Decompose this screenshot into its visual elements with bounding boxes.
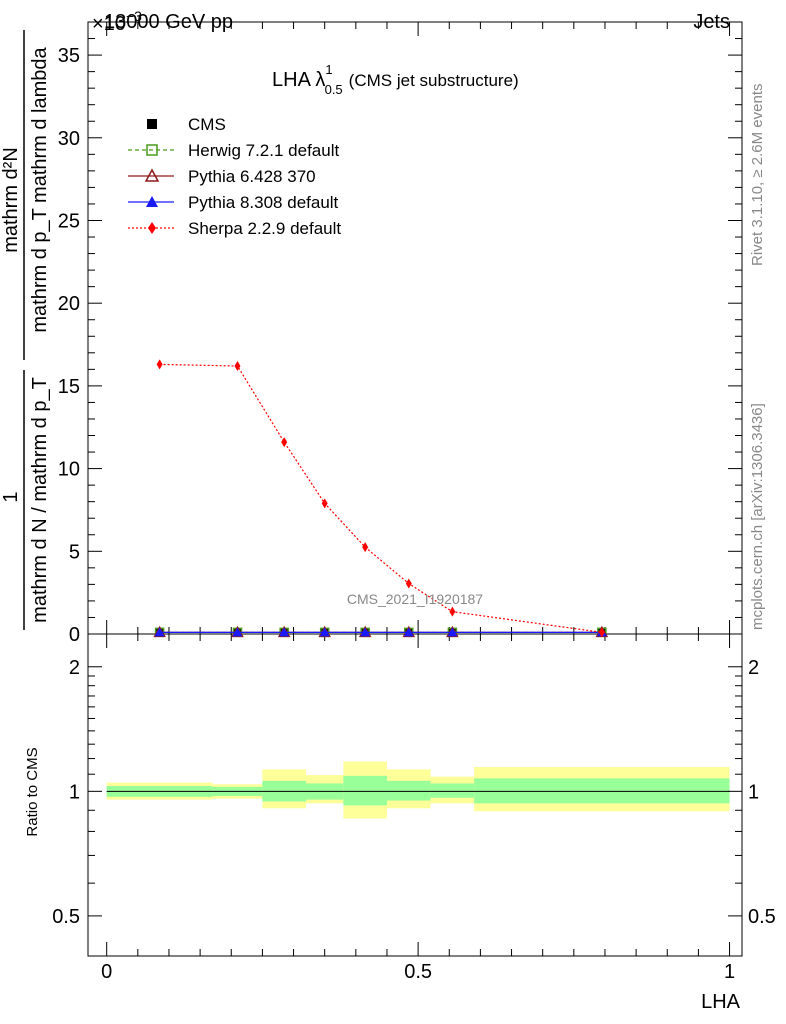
series-4 [156,359,605,638]
legend-item: Pythia 6.428 370 [128,167,316,186]
legend-label: Pythia 6.428 370 [188,167,316,186]
x-tick-label: 0 [101,961,112,983]
marker-triangle [154,627,165,637]
x-axis-ticks: 0 0.5 1 [101,22,735,983]
marker-diamond [321,498,328,509]
marker-triangle [447,627,458,637]
ratio-y-axis-label: Ratio to CMS [24,747,41,836]
ratio-inner-band [343,775,387,806]
plot-title: LHA λ1 0.5 (CMS jet substructure) [272,62,519,97]
marker-triangle [360,627,371,637]
legend-label: Sherpa 2.2.9 default [188,219,341,238]
ylabel-prefactor-num: 1 [0,491,22,502]
y-tick-label: 15 [58,376,80,398]
marker-diamond [148,222,156,234]
marker-diamond [281,437,288,448]
legend: CMS Herwig 7.2.1 default Pythia 6.428 370 P… [128,115,341,238]
ratio-inner-band [386,780,431,801]
x-axis-label: LHA [701,991,741,1013]
main-axis-ticks: 0 5 10 15 20 25 30 35 [58,21,742,646]
analysis-watermark: CMS_2021_I1920187 [347,591,483,607]
rivet-version-label: Rivet 3.1.10, ≥ 2.6M events [749,84,766,267]
header-right: Jets [693,11,730,33]
ratio-inner-band [430,783,475,798]
ratio-y-tick-label: 2 [69,657,80,679]
legend-item: Herwig 7.2.1 default [128,141,339,160]
y-tick-label: 10 [58,459,80,481]
main-y-axis-label: 1 mathrm d N / mathrm d p_T mathrm d²N m… [0,30,51,630]
legend-item: Pythia 8.308 default [128,193,339,212]
ratio-panel-frame [87,633,743,957]
y-tick-label: 35 [58,45,80,67]
exponent-label: ×10−3 [92,8,142,35]
x-tick-label: 1 [724,961,735,983]
legend-item: Sherpa 2.2.9 default [128,219,341,238]
legend-label: Pythia 8.308 default [188,193,339,212]
marker-triangle [232,627,243,637]
marker-triangle [146,196,158,207]
marker-square [147,119,157,129]
y-tick-label: 0 [69,624,80,646]
marker-triangle [279,627,290,637]
marker-diamond [405,578,412,589]
marker-triangle [319,627,330,637]
y-tick-label: 25 [58,210,80,232]
marker-diamond [449,606,456,617]
main-panel-frame [87,21,743,635]
marker-open-triangle [144,168,160,182]
ratio-y-tick-label: 0.5 [52,906,80,928]
legend-label: Herwig 7.2.1 default [188,141,339,160]
legend-item: CMS [147,115,226,134]
marker-diamond [362,542,369,553]
marker-open-square [146,144,158,156]
ylabel-num: mathrm d²N [0,147,22,253]
mcplots-label: mcplots.cern.ch [arXiv:1306.3436] [749,403,766,630]
ratio-y-tick-label-right: 1 [748,781,759,803]
ratio-y-tick-label: 1 [69,781,80,803]
marker-diamond [598,627,605,638]
x-tick-label: 0.5 [404,961,432,983]
ylabel-den: mathrm d p_T mathrm d lambda [29,46,51,332]
ratio-y-tick-label-right: 2 [748,657,759,679]
ratio-axis-ticks: 0.5 0.5 1 1 2 2 [52,657,776,928]
marker-diamond [156,359,163,370]
header-left: 13000 GeV pp [104,11,233,33]
series-line [159,363,602,633]
ratio-bands [106,761,730,819]
ratio-y-tick-label-right: 0.5 [748,906,776,928]
ylabel-prefactor-den: mathrm d N / mathrm d p_T [29,377,51,623]
y-tick-label: 5 [69,541,80,563]
legend-label: CMS [188,115,226,134]
y-tick-label: 30 [58,128,80,150]
series-layer [153,359,609,638]
marker-triangle [403,627,414,637]
y-tick-label: 20 [58,293,80,315]
series-3 [154,627,607,637]
marker-diamond [234,361,241,372]
